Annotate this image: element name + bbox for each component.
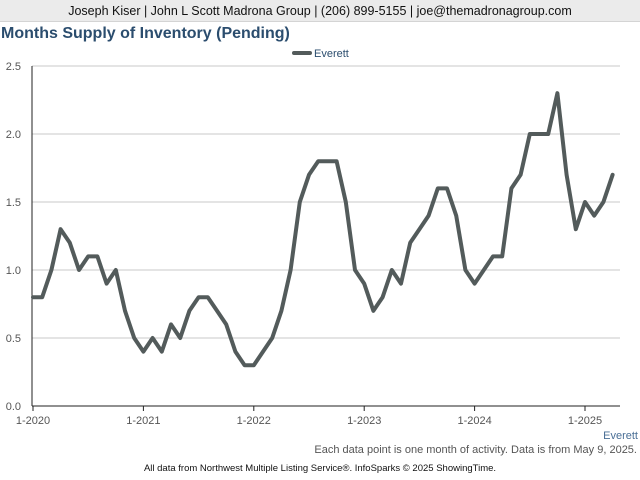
x-tick-label: 1-2021 [126,415,160,427]
y-tick-label: 0.0 [6,401,21,413]
series-layer: Everett [31,91,638,442]
x-tick-label: 1-2022 [237,415,271,427]
legend-label: Everett [314,48,349,60]
grid-lines [32,65,620,339]
chart-title: Months Supply of Inventory (Pending) [1,25,290,42]
legend: Everett [292,48,349,60]
y-tick-label: 0.5 [6,333,21,345]
data-note: Each data point is one month of activity… [314,444,637,456]
contact-info: Joseph Kiser | John L Scott Madrona Grou… [68,3,572,18]
y-tick-label: 2.5 [6,61,21,73]
series-end-label: Everett [603,430,638,442]
y-tick-label: 1.0 [6,265,21,277]
axes: 0.0 0.5 1.0 1.5 2.0 2.5 1-2020 1-2021 1-2022 1-20… [6,61,620,427]
series-line [31,91,615,368]
x-tick-label: 1-2024 [457,415,491,427]
x-tick-label: 1-2025 [568,415,602,427]
y-tick-label: 2.0 [6,129,21,141]
x-tick-label: 1-2023 [347,415,381,427]
x-tick-label: 1-2020 [16,415,50,427]
contact-header-bar: Joseph Kiser | John L Scott Madrona Grou… [0,0,640,22]
y-tick-label: 1.5 [6,197,21,209]
data-source: All data from Northwest Multiple Listing… [143,463,497,474]
